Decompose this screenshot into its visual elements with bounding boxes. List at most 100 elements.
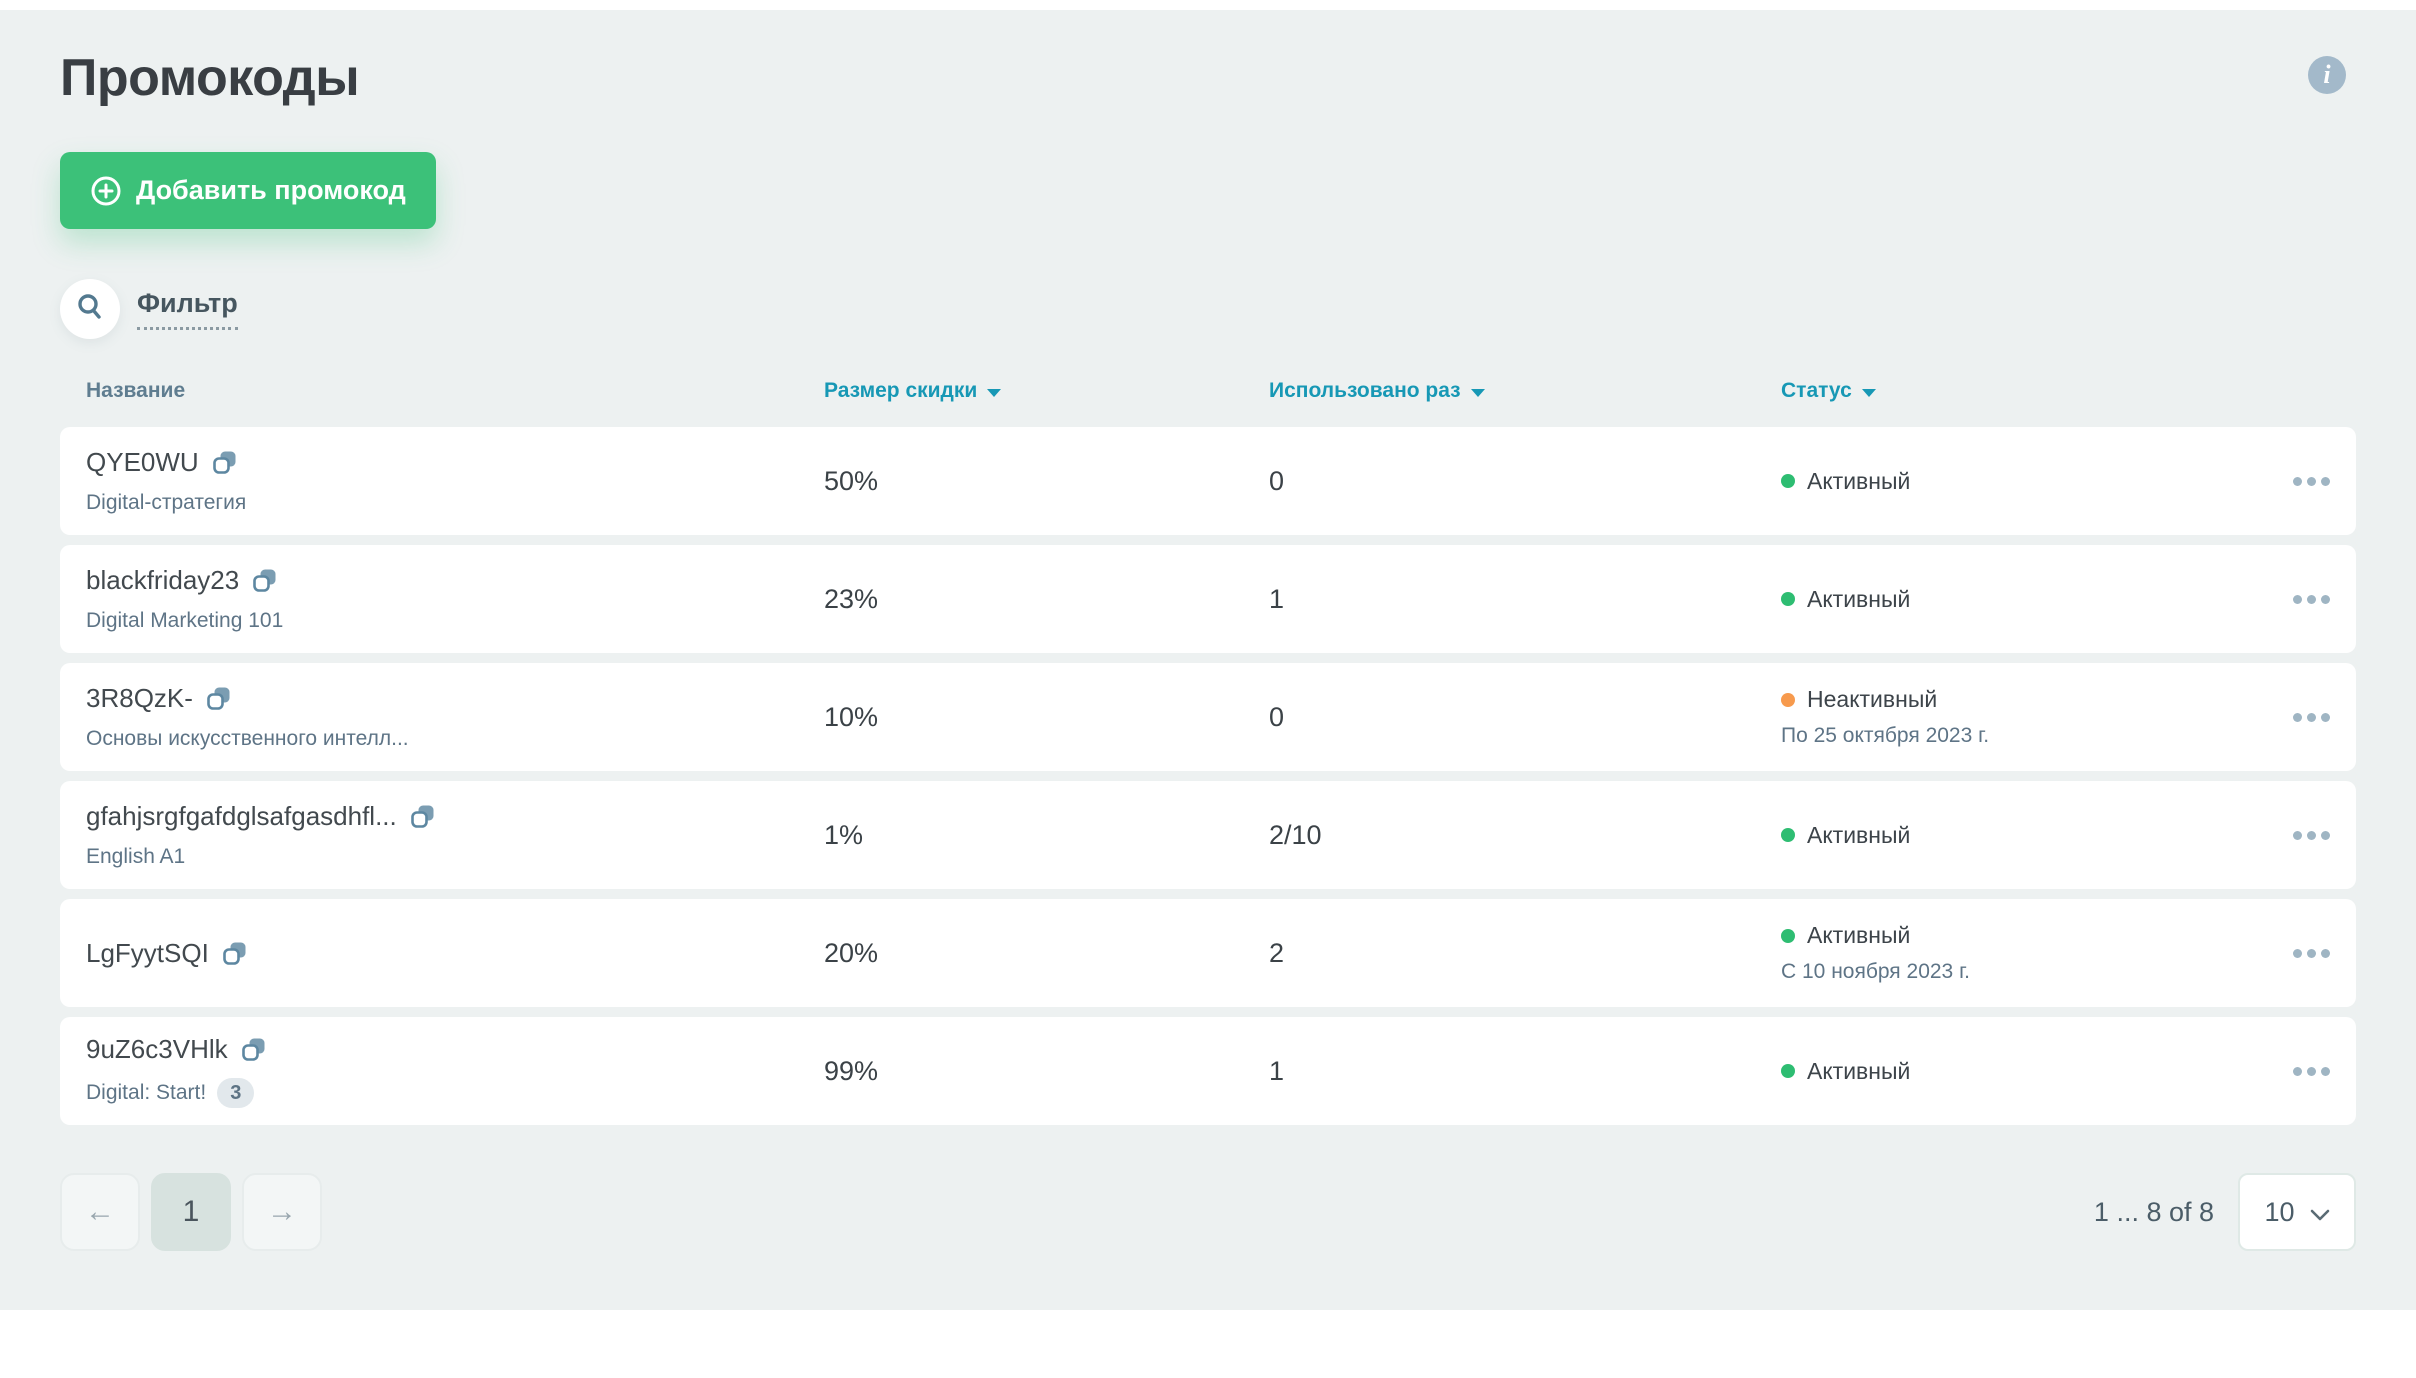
discount-value: 1% — [824, 819, 864, 850]
arrow-right-icon: → — [267, 1195, 297, 1228]
row-actions-menu-icon[interactable] — [2293, 469, 2330, 494]
course-name: Digital Marketing 101 — [86, 609, 284, 632]
promocode-value: gfahjsrgfgafdglsafgasdhfl... — [86, 801, 397, 831]
status-label: Активный — [1807, 922, 1911, 948]
copy-icon[interactable] — [410, 804, 435, 829]
page-size-value: 10 — [2264, 1196, 2295, 1227]
info-icon[interactable]: i — [2308, 56, 2346, 94]
promocode-cell: QYE0WU Digital-стратегия — [86, 447, 824, 515]
search-button[interactable] — [60, 279, 120, 339]
arrow-left-icon: ← — [85, 1195, 115, 1228]
table-row: 9uZ6c3VHlk Digital: Start! 3 99% 1 — [60, 1017, 2356, 1125]
table-row: QYE0WU Digital-стратегия 50% 0 — [60, 427, 2356, 535]
discount-value: 99% — [824, 1055, 879, 1086]
prev-page-button[interactable]: ← — [60, 1173, 140, 1251]
course-name: English A1 — [86, 845, 186, 868]
promocode-value: LgFyytSQI — [86, 937, 209, 968]
sort-arrow-icon — [1861, 388, 1876, 397]
discount-value: 50% — [824, 465, 879, 496]
table-header: Название Размер скидки Использовано раз … — [60, 379, 2356, 403]
filter-bar: Фильтр — [60, 279, 2356, 339]
table-row: gfahjsrgfgafdglsafgasdhfl... English A1 … — [60, 781, 2356, 889]
row-actions-menu-icon[interactable] — [2293, 587, 2330, 612]
chevron-down-icon — [2310, 1197, 2330, 1228]
promocode-value: QYE0WU — [86, 447, 199, 477]
status-dot-icon — [1781, 692, 1795, 707]
status-dot-icon — [1781, 474, 1795, 488]
sort-arrow-icon — [1470, 388, 1485, 397]
pager: ← 1 → — [60, 1173, 322, 1251]
status-label: Активный — [1807, 585, 1911, 612]
table-row: LgFyytSQI 20% 2 А — [60, 899, 2356, 1007]
copy-icon[interactable] — [206, 686, 231, 711]
status-cell: Активный — [1781, 822, 2292, 849]
status-cell: Неактивный По 25 октября 2023 г. — [1781, 686, 2292, 748]
add-promocode-label: Добавить промокод — [136, 175, 406, 205]
promocode-cell: gfahjsrgfgafdglsafgasdhfl... English A1 — [86, 801, 824, 869]
course-name: Digital-стратегия — [86, 491, 247, 514]
status-dot-icon — [1781, 828, 1795, 842]
row-actions-menu-icon[interactable] — [2293, 823, 2330, 848]
status-cell: Активный — [1781, 468, 2292, 495]
used-count-value: 1 — [1269, 583, 1285, 614]
status-cell: Активный С 10 ноября 2023 г. — [1781, 922, 2292, 984]
discount-value: 10% — [824, 701, 879, 732]
add-promocode-button[interactable]: Добавить промокод — [60, 152, 436, 229]
pagination: ← 1 → 1 ... 8 of 8 10 — [60, 1173, 2356, 1251]
discount-value: 23% — [824, 583, 879, 614]
column-header-status[interactable]: Статус — [1781, 379, 2292, 403]
course-name: Digital: Start! — [86, 1081, 207, 1104]
range-label: 1 ... 8 of 8 — [2093, 1196, 2214, 1227]
promocode-value: blackfriday23 — [86, 565, 240, 595]
status-cell: Активный — [1781, 1058, 2292, 1085]
used-count-value: 0 — [1269, 701, 1285, 732]
status-dot-icon — [1781, 592, 1795, 606]
table-body: QYE0WU Digital-стратегия 50% 0 — [60, 427, 2356, 1125]
page-info: 1 ... 8 of 8 10 — [2094, 1173, 2356, 1251]
status-dot-icon — [1781, 928, 1795, 943]
promocode-cell: 3R8QzK- Основы искусственного интелл... — [86, 683, 824, 751]
status-date: С 10 ноября 2023 г. — [1781, 960, 1970, 983]
page-number-button[interactable]: 1 — [151, 1173, 231, 1251]
status-label: Активный — [1807, 467, 1911, 494]
table-row: blackfriday23 Digital Marketing 101 23% … — [60, 545, 2356, 653]
copy-icon[interactable] — [212, 450, 237, 475]
status-cell: Активный — [1781, 586, 2292, 613]
table-row: 3R8QzK- Основы искусственного интелл... … — [60, 663, 2356, 771]
copy-icon[interactable] — [241, 1037, 266, 1062]
copy-icon[interactable] — [222, 941, 247, 966]
promocode-value: 3R8QzK- — [86, 683, 193, 713]
page-title: Промокоды — [60, 49, 360, 107]
used-count-value: 1 — [1269, 1055, 1285, 1086]
used-count-value: 2 — [1269, 937, 1285, 968]
row-actions-menu-icon[interactable] — [2293, 1059, 2330, 1084]
promocodes-page: Промокоды i Добавить промокод Фильтр Наз… — [0, 10, 2416, 1310]
used-count-value: 0 — [1269, 465, 1285, 496]
course-name: Основы искусственного интелл... — [86, 727, 409, 750]
promocode-cell: blackfriday23 Digital Marketing 101 — [86, 565, 824, 633]
promocode-value: 9uZ6c3VHlk — [86, 1034, 228, 1064]
promocode-cell: LgFyytSQI — [86, 938, 824, 969]
page-header: Промокоды i — [60, 48, 2356, 108]
status-label: Активный — [1807, 1057, 1911, 1084]
status-dot-icon — [1781, 1064, 1795, 1078]
column-header-used[interactable]: Использовано раз — [1269, 379, 1781, 403]
discount-value: 20% — [824, 937, 879, 968]
status-label: Активный — [1807, 821, 1911, 848]
used-count-value: 2/10 — [1269, 819, 1322, 850]
row-actions-menu-icon[interactable] — [2293, 705, 2330, 730]
column-header-discount[interactable]: Размер скидки — [824, 379, 1269, 403]
search-icon — [75, 292, 105, 327]
next-page-button[interactable]: → — [242, 1173, 322, 1251]
course-count-badge: 3 — [217, 1078, 255, 1108]
sort-arrow-icon — [987, 388, 1002, 397]
copy-icon[interactable] — [252, 568, 277, 593]
column-header-name: Название — [86, 379, 186, 402]
status-label: Неактивный — [1807, 686, 1938, 712]
promocode-cell: 9uZ6c3VHlk Digital: Start! 3 — [86, 1034, 824, 1108]
filter-toggle[interactable]: Фильтр — [137, 288, 238, 330]
page-size-select[interactable]: 10 — [2238, 1173, 2356, 1251]
row-actions-menu-icon[interactable] — [2293, 941, 2330, 966]
status-date: По 25 октября 2023 г. — [1781, 724, 1990, 747]
plus-circle-icon — [90, 175, 122, 207]
